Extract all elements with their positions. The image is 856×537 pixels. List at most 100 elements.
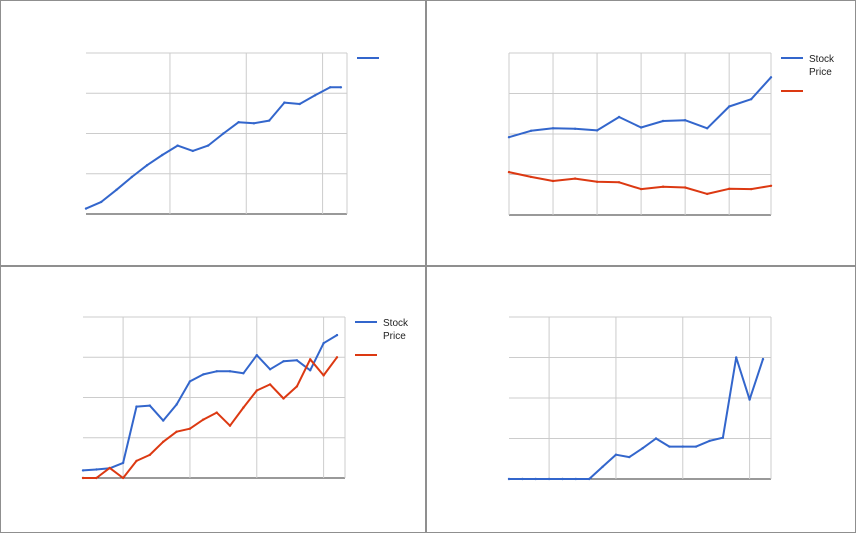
data-point xyxy=(84,207,88,210)
data-point xyxy=(95,476,98,480)
data-point xyxy=(228,424,232,427)
data-point xyxy=(547,477,551,481)
data-point xyxy=(595,129,599,132)
data-point xyxy=(81,476,85,480)
data-point xyxy=(769,184,773,187)
data-point xyxy=(255,354,258,357)
data-point xyxy=(175,430,178,433)
data-point xyxy=(601,465,604,468)
data-point xyxy=(551,179,555,183)
data-point xyxy=(507,136,511,139)
data-point xyxy=(661,185,665,188)
data-point xyxy=(298,102,301,106)
data-point xyxy=(641,447,644,450)
data-point xyxy=(683,186,687,189)
data-point xyxy=(617,115,621,119)
data-point xyxy=(242,406,245,409)
data-point xyxy=(728,105,731,108)
data-point xyxy=(295,359,299,362)
data-point xyxy=(639,187,643,191)
data-point xyxy=(329,86,332,89)
data-point xyxy=(215,411,218,414)
data-point xyxy=(706,127,709,130)
series-line-0 xyxy=(509,356,764,480)
data-point xyxy=(282,397,285,400)
data-point xyxy=(115,188,118,191)
data-point xyxy=(121,476,125,480)
chart-panel-graham: Stock Price xyxy=(0,266,426,533)
data-point xyxy=(162,440,165,443)
data-point xyxy=(335,333,339,337)
data-point xyxy=(283,101,286,104)
data-point xyxy=(268,383,272,386)
data-point xyxy=(588,477,591,481)
data-point xyxy=(529,129,533,132)
data-point xyxy=(561,477,564,481)
data-point xyxy=(507,170,511,174)
data-point xyxy=(295,385,299,388)
data-point xyxy=(313,94,317,97)
data-point xyxy=(573,177,577,180)
chart-panel-dividend xyxy=(426,266,856,533)
data-point xyxy=(708,439,711,443)
data-point xyxy=(573,127,577,130)
chart-svg-epsmg xyxy=(84,52,379,215)
data-point xyxy=(654,437,658,440)
data-point xyxy=(322,374,325,377)
data-point xyxy=(255,389,258,392)
series-line-1 xyxy=(83,356,338,479)
data-point xyxy=(162,419,165,422)
data-point xyxy=(335,356,339,359)
data-point xyxy=(507,477,511,481)
data-point xyxy=(206,144,210,147)
data-point xyxy=(95,468,98,471)
data-point xyxy=(614,453,618,456)
data-point xyxy=(222,132,225,135)
data-point xyxy=(130,175,133,179)
data-point xyxy=(81,469,85,472)
data-point xyxy=(176,144,179,147)
data-point xyxy=(188,427,192,430)
data-point xyxy=(237,121,240,124)
data-point xyxy=(215,370,218,373)
legend-label: Stock Price xyxy=(383,318,409,342)
data-point xyxy=(145,164,149,167)
data-point xyxy=(135,405,138,408)
data-point xyxy=(769,76,773,79)
chart-panel-price-pe: Stock Price xyxy=(426,0,856,266)
chart-svg-dividend xyxy=(507,316,772,481)
data-point xyxy=(268,368,272,371)
data-point xyxy=(681,445,684,448)
data-point xyxy=(639,126,643,129)
data-point xyxy=(721,436,725,439)
series-line-1 xyxy=(508,171,772,195)
legend-label: Stock Price xyxy=(809,54,835,78)
data-point xyxy=(322,342,325,345)
data-point xyxy=(735,356,738,359)
chart-panel-epsmg xyxy=(0,0,426,266)
data-point xyxy=(191,149,194,153)
data-point xyxy=(529,175,533,179)
data-point xyxy=(668,445,671,448)
data-point xyxy=(202,418,205,421)
data-point xyxy=(242,372,245,375)
data-point xyxy=(574,477,577,481)
data-point xyxy=(694,445,698,448)
data-point xyxy=(748,398,751,401)
data-point xyxy=(750,98,753,101)
data-point xyxy=(661,119,665,123)
data-point xyxy=(252,122,256,125)
data-point xyxy=(706,192,709,196)
chart-svg-price-pe: Stock Price xyxy=(507,52,835,216)
data-point xyxy=(161,153,164,157)
data-point xyxy=(148,453,151,457)
data-point xyxy=(683,119,687,122)
data-point xyxy=(750,187,753,191)
data-point xyxy=(108,466,111,470)
series-line-0 xyxy=(508,76,772,139)
data-point xyxy=(728,187,731,190)
chart-svg-graham: Stock Price xyxy=(81,316,409,480)
data-point xyxy=(135,459,138,463)
data-point xyxy=(148,404,151,407)
data-point xyxy=(628,455,631,459)
